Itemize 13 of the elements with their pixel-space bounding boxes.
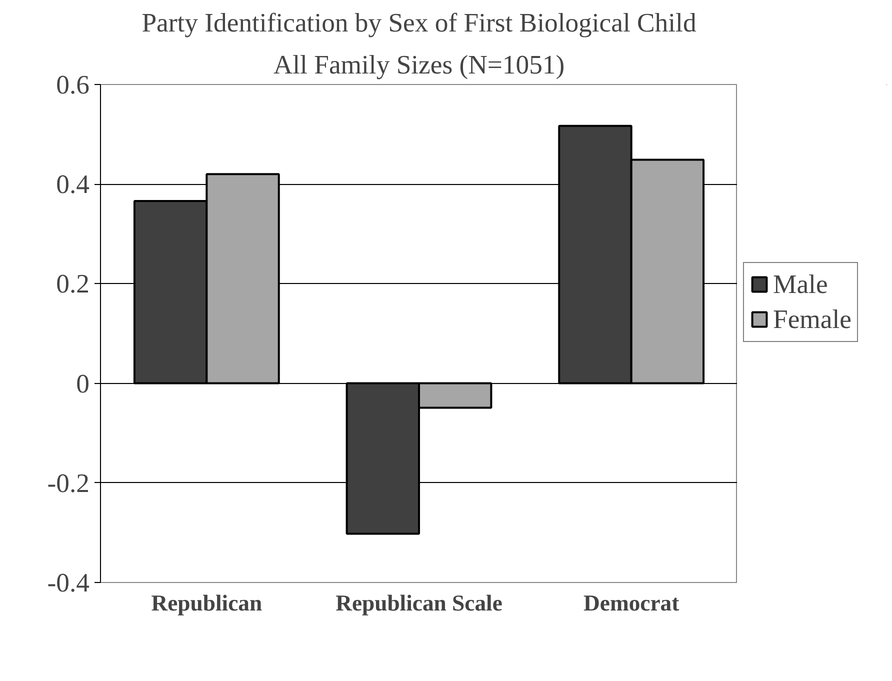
y-tick-label: 0	[76, 368, 90, 398]
y-tick-label: 0.2	[56, 268, 90, 299]
y-tick-label: -0.4	[47, 568, 90, 598]
x-tick-label: Republican Scale	[336, 590, 502, 616]
legend-label: Female	[773, 304, 852, 334]
y-tick-label: -0.2	[47, 468, 90, 498]
legend-label: Male	[773, 268, 828, 300]
chart-title: Party Identification by Sex of First Biological Child	[142, 8, 696, 38]
x-tick-label: Republican	[151, 590, 262, 616]
y-tick-label: 0.4	[56, 169, 90, 200]
y-tick-label: 0.6	[56, 70, 90, 100]
x-tick-label: Democrat	[584, 590, 680, 616]
chart-subtitle: All Family Sizes (N=1051)	[273, 50, 565, 80]
